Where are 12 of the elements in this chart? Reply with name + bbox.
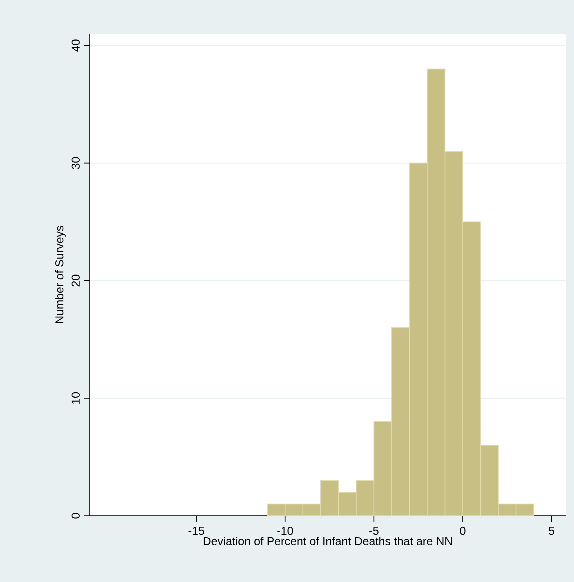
y-axis-title: Number of Surveys [55, 226, 66, 324]
y-tick-label: 30 [72, 157, 80, 170]
x-tick-label: -5 [370, 527, 379, 536]
y-tick-label: 40 [72, 40, 80, 52]
y-tick-label: 0 [72, 513, 80, 519]
y-tick-label: 10 [72, 392, 80, 404]
x-tick-label: 5 [549, 527, 554, 536]
x-tick-label: -10 [278, 527, 294, 536]
x-tick-label: 0 [460, 527, 466, 536]
y-tick-label: 20 [72, 274, 80, 287]
x-tick-label: -15 [188, 527, 204, 536]
x-axis-title: Deviation of Percent of Infant Deaths that are NN [204, 537, 452, 546]
